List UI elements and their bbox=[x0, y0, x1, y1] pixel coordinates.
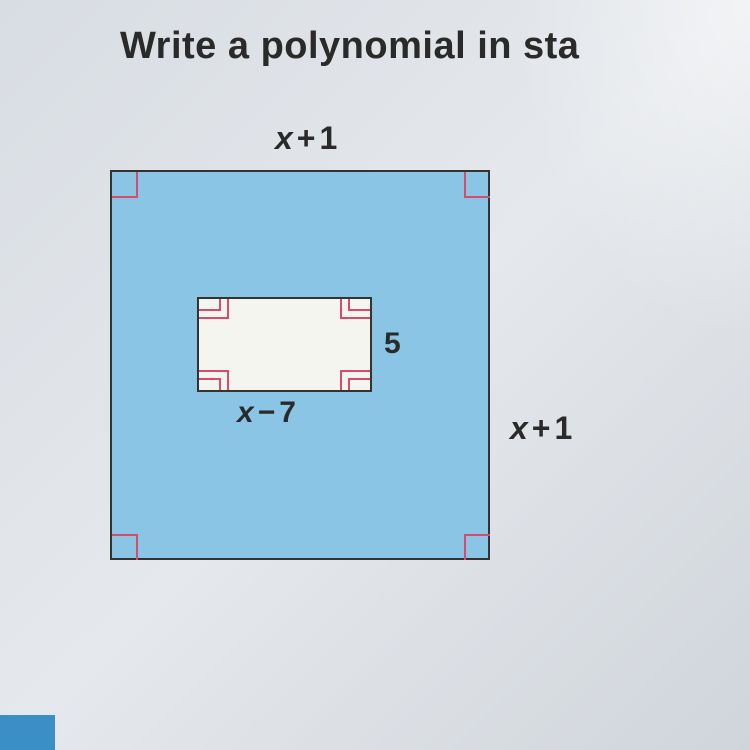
right-angle-marker-icon bbox=[112, 172, 136, 196]
right-angle-marker-icon bbox=[464, 534, 488, 558]
right-angle-marker-icon bbox=[464, 172, 488, 196]
outer-square-top-label: x+1 bbox=[275, 120, 337, 157]
right-angle-marker-icon bbox=[340, 299, 370, 329]
geometry-diagram: x+1 5 x−7 x+1 bbox=[90, 120, 590, 670]
ui-tab[interactable] bbox=[0, 715, 55, 750]
right-angle-marker-icon bbox=[112, 534, 136, 558]
outer-square-right-label: x+1 bbox=[510, 410, 572, 447]
outer-square: 5 x−7 bbox=[110, 170, 490, 560]
right-angle-marker-icon bbox=[199, 360, 229, 390]
inner-rect-width-label: x−7 bbox=[237, 396, 296, 430]
right-angle-marker-icon bbox=[199, 299, 229, 329]
inner-rect-height-label: 5 bbox=[384, 327, 401, 361]
right-angle-marker-icon bbox=[340, 360, 370, 390]
inner-rectangle bbox=[197, 297, 372, 392]
question-title: Write a polynomial in sta bbox=[120, 25, 579, 68]
